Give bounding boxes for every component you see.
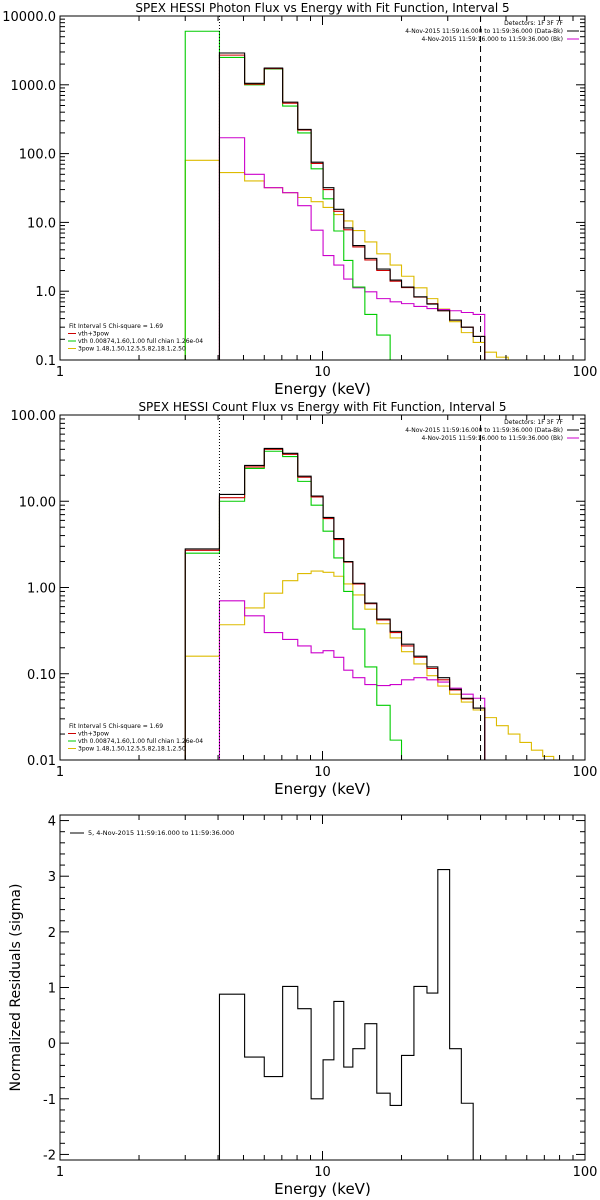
y-tick-label: 10000.0 [2,10,56,25]
y-axis: 0.1 1.0 10.0 100.0 1000.0 10000.0 [2,10,585,369]
y-tick-label: 1.00 [27,582,56,597]
legend-entry: 5, 4-Nov-2015 11:59:16.000 to 11:59:36.0… [88,829,234,837]
y-tick-label: -1 [43,1093,56,1108]
x-tick-label: 100 [573,1165,598,1180]
info-line: Detectors: 1F 3F 7F [504,419,563,426]
x-tick-label: 1 [56,1165,64,1180]
residuals-chart: 1 10 100 Energy (keV) -2 -1 0 1 2 3 4 Normalized Re… [8,814,598,1198]
y-tick-label: -2 [43,1148,56,1163]
series-group [184,447,555,760]
plot-frame [59,414,586,761]
y-tick-label: 0.10 [27,668,56,683]
y-tick-label: 1 [48,982,56,997]
info-line: 4-Nov-2015 11:59:16.000 to 11:59:36.000 … [405,28,563,35]
chart-title: SPEX HESSI Count Flux vs Energy with Fit… [138,400,506,414]
series-line-2 [184,30,391,360]
series-line-2 [184,450,403,760]
photon-flux-chart: SPEX HESSI Photon Flux vs Energy with Fi… [2,1,597,398]
series-line-4 [184,447,486,760]
series-line-0 [218,868,474,1160]
legend-entry: vth 0.00874,1.60,1.00 full chian 1.26e-0… [78,338,203,345]
plot-frame [59,15,586,361]
legend: Fit Interval 5 Chi-square = 1.69vth+3pow… [68,323,203,353]
legend-entry: 3pow 1.48,1.50,12.5,5.82,18.1,2.50 [78,746,186,753]
x-axis-label: Energy (keV) [274,380,371,398]
info-line: 4-Nov-2015 11:59:16.000 to 11:59:36.000 … [405,427,563,434]
legend-entry: 3pow 1.48,1.50,12.5,5.82,18.1,2.50 [78,346,186,353]
y-axis: -2 -1 0 1 2 3 4 Normalized Residuals (sigma) [8,815,585,1163]
x-tick-label: 100 [573,365,598,380]
y-tick-label: 0.01 [27,754,56,769]
y-tick-label: 100.00 [11,409,57,424]
y-tick-label: 3 [48,870,56,885]
info-line: 4-Nov-2015 11:59:16.000 to 11:59:36.000 … [421,435,563,442]
legend-entry: Fit Interval 5 Chi-square = 1.69 [69,723,163,730]
series-line-4 [218,52,486,360]
y-tick-label: 10.0 [27,216,56,231]
x-axis: 1 10 100 Energy (keV) [56,815,598,1198]
y-axis-label: Normalized Residuals (sigma) [8,884,24,1092]
info-line: Detectors: 1F 3F 7F [504,20,563,27]
x-axis-label: Energy (keV) [274,1180,371,1198]
y-tick-label: 100.0 [19,148,56,163]
x-axis-label: Energy (keV) [274,780,371,798]
y-tick-label: 4 [48,815,56,830]
x-tick-label: 10 [314,1165,331,1180]
info-block: Detectors: 1F 3F 7F4-Nov-2015 11:59:16.0… [405,20,579,43]
legend-entry: vth+3pow [78,731,109,738]
x-tick-label: 10 [314,365,331,380]
x-tick-label: 10 [314,765,331,780]
y-tick-label: 10.00 [19,495,56,510]
plot-frame [59,814,586,1161]
x-tick-label: 1 [56,765,64,780]
legend: 5, 4-Nov-2015 11:59:16.000 to 11:59:36.0… [70,829,234,837]
series-group [218,868,474,1160]
series-line-1 [218,600,486,760]
x-tick-label: 1 [56,365,64,380]
series-line-0 [184,570,555,760]
x-axis: 1 10 100 Energy (keV) [56,16,598,398]
y-tick-label: 1.0 [35,285,56,300]
x-tick-label: 100 [573,765,598,780]
y-axis: 0.01 0.10 1.00 10.00 100.00 [11,409,585,769]
count-flux-chart: SPEX HESSI Count Flux vs Energy with Fit… [11,400,598,798]
series-group [184,30,520,360]
y-tick-label: 2 [48,926,56,941]
info-line: 4-Nov-2015 11:59:16.000 to 11:59:36.000 … [421,36,563,43]
series-line-1 [218,137,486,360]
series-line-3 [184,448,486,760]
legend-entry: Fit Interval 5 Chi-square = 1.69 [69,323,163,330]
y-tick-label: 1000.0 [11,79,57,94]
legend: Fit Interval 5 Chi-square = 1.69vth+3pow… [68,723,203,753]
chart-title: SPEX HESSI Photon Flux vs Energy with Fi… [135,1,509,15]
legend-entry: vth 0.00874,1.60,1.00 full chian 1.26e-0… [78,738,203,745]
legend-entry: vth+3pow [78,331,109,338]
series-line-3 [218,54,486,360]
x-axis: 1 10 100 Energy (keV) [56,415,598,798]
y-tick-label: 0 [48,1037,56,1052]
y-tick-label: 0.1 [35,354,56,369]
info-block: Detectors: 1F 3F 7F4-Nov-2015 11:59:16.0… [405,419,579,442]
